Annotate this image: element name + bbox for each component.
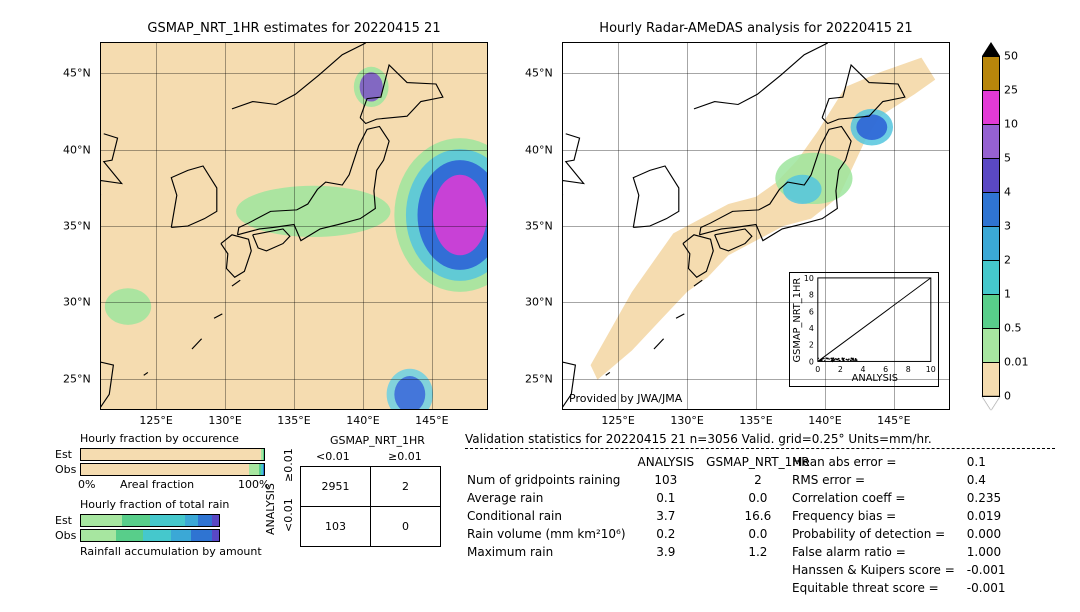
contingency-matrix: 2951 2 103 0 [300, 466, 441, 547]
svg-text:8: 8 [906, 365, 911, 374]
svg-text:GSMAP_NRT_1HR: GSMAP_NRT_1HR [792, 278, 803, 363]
right-map-panel: Hourly Radar-AMeDAS analysis for 2022041… [562, 42, 950, 410]
svg-text:4: 4 [809, 324, 814, 333]
colorbar: 00.010.512345102550 [982, 42, 1042, 410]
svg-text:10: 10 [926, 365, 936, 374]
matrix-cell-00: 2951 [301, 467, 371, 507]
svg-text:2: 2 [838, 365, 843, 374]
matrix-cell-10: 103 [301, 507, 371, 547]
matrix-row0-lab: <0.01 [282, 498, 295, 532]
validation-divider [465, 448, 1055, 449]
rain-bar-est [80, 514, 220, 527]
occ-row0-label: Est [55, 448, 72, 461]
rain-footer: Rainfall accumulation by amount [80, 545, 262, 558]
matrix-side-label: ANALYSIS [264, 483, 277, 535]
svg-text:0: 0 [809, 357, 814, 366]
left-map-panel: GSMAP_NRT_1HR estimates for 20220415 21 … [100, 42, 488, 410]
rain-row1-label: Obs [55, 529, 76, 542]
rain-row0-label: Est [55, 514, 72, 527]
matrix-col1: ≥0.01 [388, 450, 422, 463]
right-map-title: Hourly Radar-AMeDAS analysis for 2022041… [563, 21, 949, 36]
svg-text:2: 2 [809, 341, 814, 350]
matrix-cell-01: 2 [371, 467, 441, 507]
occ-title: Hourly fraction by occurence [80, 432, 239, 445]
matrix-col0: <0.01 [316, 450, 350, 463]
left-map-title: GSMAP_NRT_1HR estimates for 20220415 21 [101, 21, 487, 36]
validation-table: ANALYSISGSMAP_NRT_1HRNum of gridpoints r… [465, 452, 822, 562]
rain-bar-obs [80, 529, 220, 542]
svg-text:6: 6 [809, 307, 814, 316]
svg-text:0: 0 [815, 365, 820, 374]
svg-text:8: 8 [809, 291, 814, 300]
validation-header: Validation statistics for 20220415 21 n=… [465, 432, 932, 446]
occ-bar-obs [80, 463, 265, 476]
occ-x-left: 0% [78, 478, 95, 491]
rain-title: Hourly fraction of total rain [80, 498, 229, 511]
matrix-row1-lab: ≥0.01 [282, 448, 295, 482]
metrics-table: Mean abs error =0.1RMS error =0.4Correla… [790, 452, 1017, 598]
occ-row1-label: Obs [55, 463, 76, 476]
matrix-cell-11: 0 [371, 507, 441, 547]
matrix-title: GSMAP_NRT_1HR [330, 434, 425, 447]
inset-scatter: 00224466881010 ANALYSIS GSMAP_NRT_1HR [789, 272, 939, 387]
svg-text:10: 10 [804, 274, 814, 283]
occ-bar-est [80, 448, 265, 461]
attribution-text: Provided by JWA/JMA [569, 392, 682, 405]
occ-x-title: Areal fraction [120, 478, 194, 491]
